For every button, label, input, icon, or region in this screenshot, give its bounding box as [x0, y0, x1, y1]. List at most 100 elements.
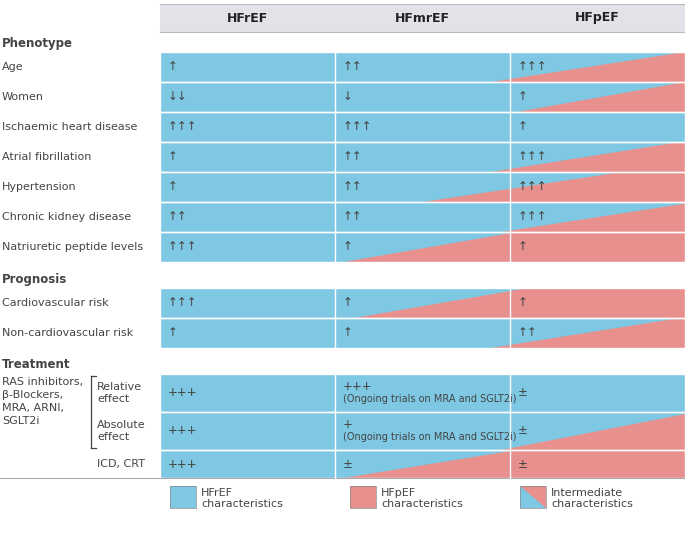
Text: Atrial fibrillation: Atrial fibrillation	[2, 152, 91, 162]
Text: ±: ±	[518, 386, 528, 400]
Text: ↑: ↑	[168, 181, 178, 193]
Text: ↑: ↑	[343, 327, 353, 339]
Polygon shape	[160, 450, 517, 478]
Text: +++: +++	[343, 379, 373, 393]
Text: characteristics: characteristics	[201, 499, 283, 509]
Text: RAS inhibitors,: RAS inhibitors,	[2, 377, 83, 387]
Text: +++: +++	[168, 386, 198, 400]
Text: Relative: Relative	[97, 382, 142, 392]
Text: +++: +++	[168, 424, 198, 438]
Text: ↑: ↑	[168, 327, 178, 339]
Bar	[160, 412, 685, 450]
Text: ↑↑: ↑↑	[168, 210, 188, 223]
Bar	[160, 412, 685, 450]
Text: ↑: ↑	[168, 60, 178, 74]
Bar	[520, 486, 546, 508]
Polygon shape	[160, 288, 527, 318]
Bar	[160, 52, 685, 82]
Text: MRA, ARNI,: MRA, ARNI,	[2, 403, 64, 413]
Bar	[160, 4, 685, 32]
Polygon shape	[160, 172, 622, 202]
Bar	[160, 172, 685, 202]
Text: Women: Women	[2, 92, 44, 102]
Text: (Ongoing trials on MRA and SGLT2i): (Ongoing trials on MRA and SGLT2i)	[343, 432, 516, 442]
Text: ↑: ↑	[343, 296, 353, 310]
Bar	[160, 112, 685, 142]
Bar	[160, 202, 685, 232]
Text: ±: ±	[518, 424, 528, 438]
Polygon shape	[160, 318, 680, 348]
Bar	[160, 374, 685, 412]
Bar	[160, 318, 685, 348]
Bar	[160, 318, 685, 348]
Bar	[160, 288, 685, 318]
Text: Non-cardiovascular risk: Non-cardiovascular risk	[2, 328, 134, 338]
Text: SGLT2i: SGLT2i	[2, 416, 40, 426]
Bar	[520, 486, 546, 508]
Text: ↑↑↑: ↑↑↑	[343, 120, 373, 133]
Polygon shape	[160, 142, 680, 172]
Text: HFrEF: HFrEF	[201, 488, 233, 498]
Bar	[160, 172, 685, 202]
Bar	[170, 486, 196, 508]
Bar	[160, 374, 685, 412]
Bar	[160, 82, 685, 112]
Text: ↑↑: ↑↑	[343, 150, 363, 164]
Text: +: +	[343, 417, 353, 430]
Text: ±: ±	[343, 457, 353, 470]
Bar	[160, 288, 685, 318]
Text: ↑↑: ↑↑	[343, 60, 363, 74]
Text: Ischaemic heart disease: Ischaemic heart disease	[2, 122, 138, 132]
Text: ↑: ↑	[518, 120, 528, 133]
Text: Cardiovascular risk: Cardiovascular risk	[2, 298, 109, 308]
Text: ↓: ↓	[343, 91, 353, 104]
Polygon shape	[160, 288, 527, 318]
Polygon shape	[160, 202, 685, 232]
Text: ↓↓: ↓↓	[168, 91, 188, 104]
Polygon shape	[160, 450, 517, 478]
Bar	[160, 450, 685, 478]
Bar	[160, 82, 685, 112]
Text: β-Blockers,: β-Blockers,	[2, 390, 63, 400]
Polygon shape	[160, 232, 517, 262]
Bar	[160, 52, 685, 82]
Text: ±: ±	[518, 457, 528, 470]
Text: ↑↑↑: ↑↑↑	[518, 181, 547, 193]
Text: characteristics: characteristics	[381, 499, 463, 509]
Text: HFmrEF: HFmrEF	[395, 12, 450, 25]
Text: ↑: ↑	[518, 296, 528, 310]
Polygon shape	[160, 318, 680, 348]
Text: ICD, CRT: ICD, CRT	[97, 459, 145, 469]
Bar	[160, 142, 685, 172]
Text: ↑: ↑	[168, 150, 178, 164]
Bar	[160, 202, 685, 232]
Bar	[350, 486, 376, 508]
Text: effect: effect	[97, 394, 129, 404]
Polygon shape	[160, 412, 685, 450]
Polygon shape	[160, 232, 517, 262]
Text: ↑↑: ↑↑	[518, 327, 538, 339]
Text: HFpEF: HFpEF	[381, 488, 416, 498]
Polygon shape	[160, 82, 685, 112]
Text: ↑↑: ↑↑	[343, 210, 363, 223]
Text: (Ongoing trials on MRA and SGLT2i): (Ongoing trials on MRA and SGLT2i)	[343, 394, 516, 404]
Text: ↑↑↑: ↑↑↑	[168, 296, 198, 310]
Text: ↑↑↑: ↑↑↑	[518, 210, 547, 223]
Bar	[160, 232, 685, 262]
Polygon shape	[160, 172, 622, 202]
Text: ↑↑↑: ↑↑↑	[168, 240, 198, 254]
Text: Chronic kidney disease: Chronic kidney disease	[2, 212, 131, 222]
Polygon shape	[160, 52, 685, 82]
Text: Treatment: Treatment	[2, 358, 71, 372]
Polygon shape	[160, 52, 685, 82]
Bar	[350, 486, 376, 508]
Text: characteristics: characteristics	[551, 499, 633, 509]
Bar	[160, 450, 685, 478]
Text: HFrEF: HFrEF	[227, 12, 268, 25]
Polygon shape	[160, 202, 685, 232]
Text: Hypertension: Hypertension	[2, 182, 77, 192]
Text: ↑: ↑	[518, 240, 528, 254]
Text: effect: effect	[97, 432, 129, 442]
Text: ↑: ↑	[518, 91, 528, 104]
Text: Prognosis: Prognosis	[2, 272, 67, 285]
